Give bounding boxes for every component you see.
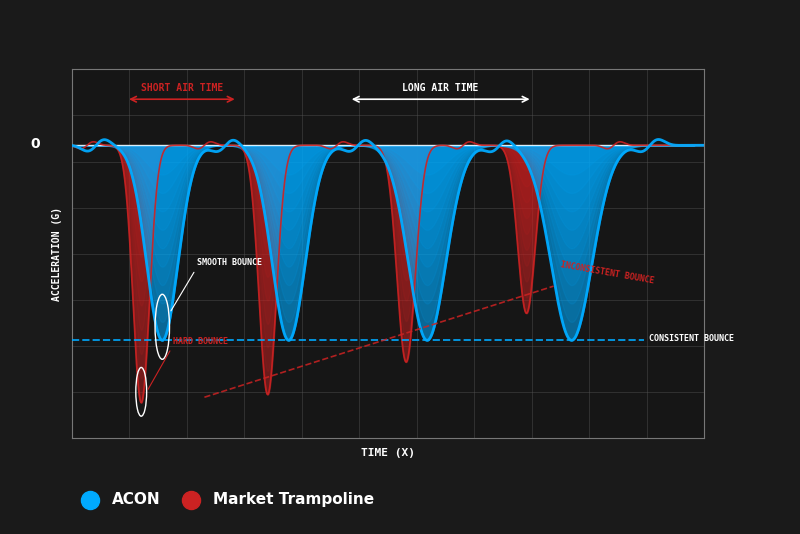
Text: CONSISTENT BOUNCE: CONSISTENT BOUNCE <box>649 334 734 343</box>
Text: Market Trampoline: Market Trampoline <box>213 492 374 507</box>
Text: 0: 0 <box>30 137 40 151</box>
X-axis label: TIME (X): TIME (X) <box>361 449 415 458</box>
Text: LONG AIR TIME: LONG AIR TIME <box>402 83 479 93</box>
Text: HARD BOUNCE: HARD BOUNCE <box>173 337 228 346</box>
Text: SMOOTH BOUNCE: SMOOTH BOUNCE <box>197 258 262 267</box>
Text: SHORT AIR TIME: SHORT AIR TIME <box>141 83 223 93</box>
Y-axis label: ACCELERATION (G): ACCELERATION (G) <box>51 207 62 301</box>
Text: INCONSISTENT BOUNCE: INCONSISTENT BOUNCE <box>559 260 654 285</box>
Text: ACON: ACON <box>111 492 160 507</box>
